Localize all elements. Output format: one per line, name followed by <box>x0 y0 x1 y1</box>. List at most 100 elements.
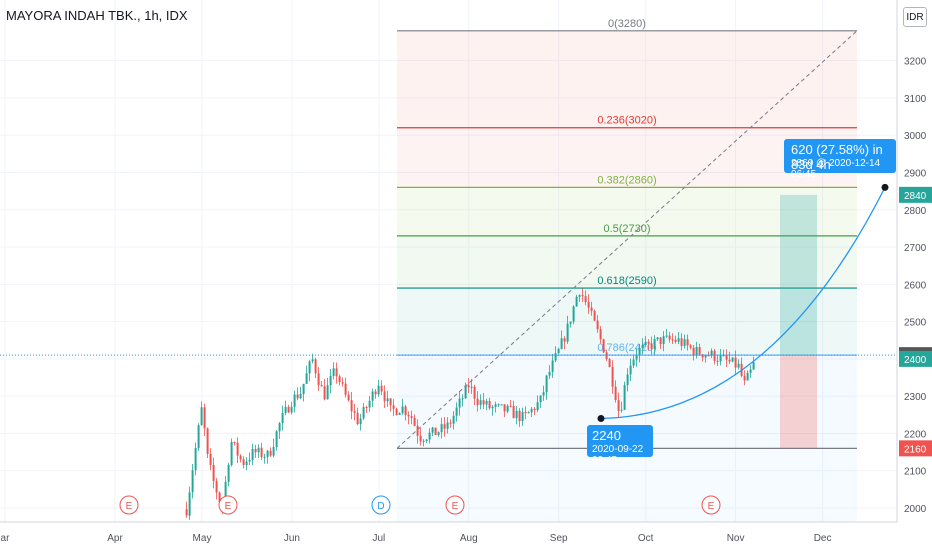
candle-body <box>626 374 629 386</box>
candle-body <box>410 416 413 418</box>
low-point-marker[interactable] <box>597 415 605 423</box>
candle-body <box>602 339 605 353</box>
candle-body <box>230 441 233 466</box>
candle-body <box>239 455 242 460</box>
candle-body <box>563 338 566 342</box>
price-tag[interactable] <box>899 350 932 367</box>
earnings-event-marker[interactable] <box>445 495 465 515</box>
event-marker-label: D <box>377 501 384 512</box>
candle-body <box>707 355 710 357</box>
time-tick-label: Sep <box>550 533 568 544</box>
low-annotation[interactable]: 2240 2020-09-22 02:45 <box>587 425 653 466</box>
candle-body <box>365 406 368 408</box>
projection-curve[interactable] <box>600 187 886 420</box>
candle-body <box>659 337 662 345</box>
time-tick-label: Jul <box>373 533 386 544</box>
event-marker-label: E <box>126 501 133 512</box>
candle-body <box>347 394 350 401</box>
fib-band <box>397 127 857 188</box>
candle-body <box>446 422 449 429</box>
time-tick-label: ar <box>1 533 11 544</box>
price-tag-label: 2840 <box>904 191 927 202</box>
candle-body <box>662 336 665 345</box>
symbol-title: MAYORA INDAH TBK., 1h, IDX <box>6 8 188 23</box>
candle-body <box>464 385 467 399</box>
candle-body <box>476 398 479 405</box>
candle-body <box>437 432 440 435</box>
candle-body <box>311 359 314 362</box>
candle-body <box>638 348 641 356</box>
low-sub-text: 2020-09-22 02:45 <box>592 444 644 466</box>
candle-body <box>254 449 257 453</box>
candle-body <box>389 398 392 406</box>
price-tick-label: 3100 <box>904 94 927 105</box>
projection-annotation[interactable]: 620 (27.58%) in 83d 4h 2860 @ 2020-12-14… <box>784 139 896 180</box>
candle-body <box>635 355 638 360</box>
candle-body <box>545 375 548 393</box>
candle-body <box>449 422 452 424</box>
candles <box>185 288 755 520</box>
candle-body <box>572 306 575 322</box>
dividend-event-marker[interactable] <box>371 495 391 515</box>
candle-body <box>191 470 194 493</box>
price-tag[interactable] <box>899 186 932 203</box>
time-tick-label: May <box>193 533 212 544</box>
fib-level-label: 0.5(2730) <box>603 223 650 235</box>
candle-body <box>749 369 752 373</box>
earnings-event-marker[interactable] <box>218 495 238 515</box>
candle-body <box>617 400 620 411</box>
candle-body <box>323 386 326 400</box>
candle-body <box>503 404 506 412</box>
candle-body <box>398 413 401 415</box>
candle-body <box>188 492 191 516</box>
candle-body <box>704 355 707 358</box>
candle-body <box>371 391 374 401</box>
position-loss-zone[interactable] <box>780 355 817 449</box>
candle-body <box>575 296 578 307</box>
earnings-event-marker[interactable] <box>119 495 139 515</box>
candle-body <box>308 361 311 374</box>
candle-body <box>413 417 416 426</box>
candle-body <box>560 338 563 349</box>
candle-body <box>644 341 647 345</box>
candle-body <box>689 345 692 348</box>
candle-body <box>194 447 197 471</box>
event-marker-label: E <box>225 501 232 512</box>
price-tick-label: 2500 <box>904 318 927 329</box>
time-tick-label: Oct <box>638 533 654 544</box>
candle-body <box>596 320 599 330</box>
event-marker-label: E <box>452 501 459 512</box>
candle-body <box>605 352 608 360</box>
candle-body <box>287 406 290 413</box>
target-point-marker[interactable] <box>881 183 889 191</box>
candle-body <box>272 446 275 456</box>
earnings-event-marker[interactable] <box>701 495 721 515</box>
candle-body <box>656 337 659 340</box>
candle-body <box>278 423 281 432</box>
candle-body <box>518 410 521 422</box>
currency-button[interactable]: IDR <box>903 7 927 27</box>
candle-body <box>599 329 602 340</box>
price-tick-label: 3200 <box>904 57 927 68</box>
candle-body <box>251 449 254 460</box>
price-tag[interactable] <box>899 440 932 457</box>
candle-body <box>395 408 398 415</box>
candle-body <box>650 343 653 349</box>
candle-body <box>320 385 323 387</box>
fibonacci-retracement[interactable]: 0(3280) 0.236(3020) 0.382(2860) 0.5(2730) 0.… <box>397 18 857 522</box>
candle-body <box>614 386 617 401</box>
candle-body <box>233 441 236 443</box>
position-profit-zone[interactable] <box>780 194 817 356</box>
candle-body <box>698 347 701 355</box>
candle-body <box>215 480 218 493</box>
price-axis-bg <box>897 0 932 550</box>
candle-body <box>521 412 524 422</box>
time-tick-label: Apr <box>107 533 123 544</box>
candle-body <box>341 382 344 384</box>
candle-body <box>512 406 515 419</box>
candle-body <box>431 427 434 433</box>
candle-body <box>500 404 503 406</box>
